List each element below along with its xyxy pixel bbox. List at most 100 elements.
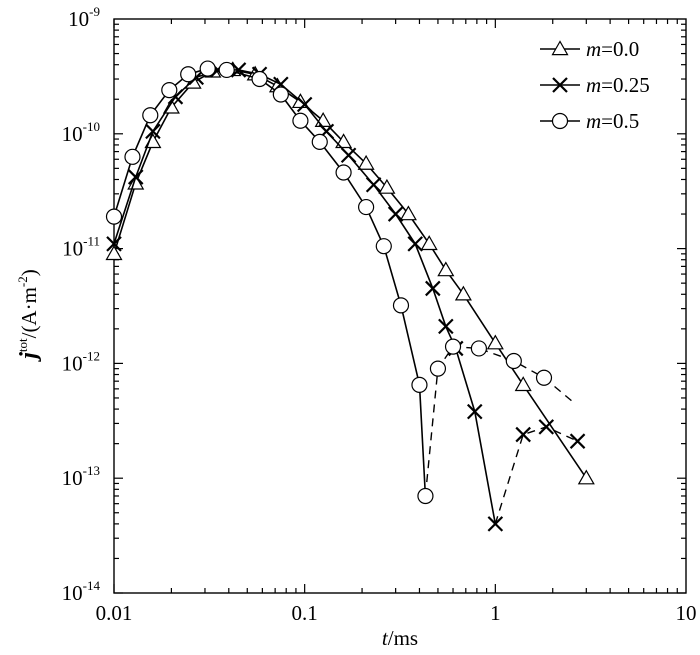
series-line [113,67,427,497]
x-marker-stroke [466,403,483,420]
y-axis-label-sup1: tot [15,338,30,352]
triangle-marker [577,469,595,485]
triangle-marker [514,376,532,392]
series-x [106,62,586,532]
x-marker [487,516,504,532]
x-marker-stroke [365,176,382,193]
x-marker-stroke [340,147,357,164]
y-tick-base: 10 [62,122,83,146]
circle-marker [161,82,178,99]
x-marker [145,123,161,140]
x-marker [569,433,586,449]
y-axis-label-sup2: -2 [15,276,30,287]
y-tick-label: 10-9 [68,4,100,31]
x-marker [438,318,454,335]
legend-item: m=0.5 [540,109,639,133]
circle-marker [105,208,123,225]
circle-marker [272,86,289,103]
y-tick-label: 10-14 [62,578,101,605]
circle-marker [551,112,569,130]
x-marker-stroke [552,77,568,93]
circle-marker [199,60,216,77]
x-marker [515,426,531,443]
triangle-marker [335,133,353,149]
circle-marker [411,376,428,393]
series-line [113,69,587,479]
x-marker-stroke [296,96,313,113]
triangle-marker [437,261,455,277]
x-marker [466,403,483,420]
circle-marker [335,164,352,181]
circle-marker [535,369,553,386]
x-tick-label: 0.1 [292,601,318,625]
x-marker-stroke [145,123,161,140]
circle-marker [124,148,141,165]
x-marker-stroke [127,169,144,185]
triangle-marker [486,334,504,350]
y-tick-label: 10-10 [62,119,100,146]
triangle-marker [105,245,123,261]
x-marker [425,280,441,297]
triangle-marker [420,235,438,251]
x-marker-stroke [438,318,454,335]
x-marker-stroke [515,426,531,443]
x-marker-stroke [569,433,586,449]
y-tick-label: 10-13 [62,463,100,490]
x-tick-labels: 0.01 0.1 1 10 [96,601,697,625]
circle-marker [470,340,488,357]
legend-item: m=0.0 [540,37,639,61]
x-marker [296,96,313,113]
x-marker-stroke [106,236,122,252]
triangle-marker [378,178,396,194]
y-tick-base: 10 [62,237,83,261]
x-tick-label: 10 [676,601,697,625]
circle-marker [505,352,522,370]
circle-marker [392,297,410,314]
series-layer [105,60,595,532]
y-tick-exponent: -13 [83,463,100,478]
legend-label-rest: =0.5 [601,109,639,133]
legend: m=0.0m=0.25m=0.5 [540,37,650,133]
y-tick-label: 10-11 [62,234,100,261]
y-tick-base: 10 [62,466,83,490]
circle-marker [180,66,197,83]
circle-marker [417,487,434,505]
y-tick-exponent: -10 [83,119,100,134]
series-circle [105,60,575,505]
triangle-marker [399,205,417,221]
x-marker-stroke [167,89,184,105]
y-axis-label: jtot/(A·m-2) [15,269,42,363]
y-tick-exponent: -14 [83,578,101,593]
circle-marker [218,61,235,79]
circle-marker [375,238,392,255]
x-marker-stroke [387,206,404,222]
x-marker [106,236,122,252]
y-tick-exponent: -12 [83,348,100,363]
x-tick-label: 1 [490,601,501,625]
series-line [113,69,497,525]
legend-label-rest: =0.0 [601,37,639,61]
legend-label: m=0.5 [586,109,639,133]
x-axis-label: t/ms [382,626,418,650]
legend-label-italic: m [586,37,601,61]
y-tick-base: 10 [62,581,83,605]
series-triangle [105,61,595,485]
circle-marker [292,112,309,129]
x-marker-stroke [230,62,247,78]
x-marker [340,147,357,164]
circle-marker [251,70,268,88]
y-axis-label-end: ) [17,269,41,276]
x-marker [387,206,404,222]
legend-label: m=0.0 [586,37,639,61]
triangle-marker [454,285,472,301]
triangle-marker [551,40,569,56]
x-marker [552,77,568,93]
x-marker [407,236,423,252]
x-marker [538,419,555,435]
axis-ticks [113,19,686,594]
y-tick-base: 10 [62,351,83,375]
y-tick-exponent: -11 [83,234,100,249]
circle-marker [429,360,447,377]
